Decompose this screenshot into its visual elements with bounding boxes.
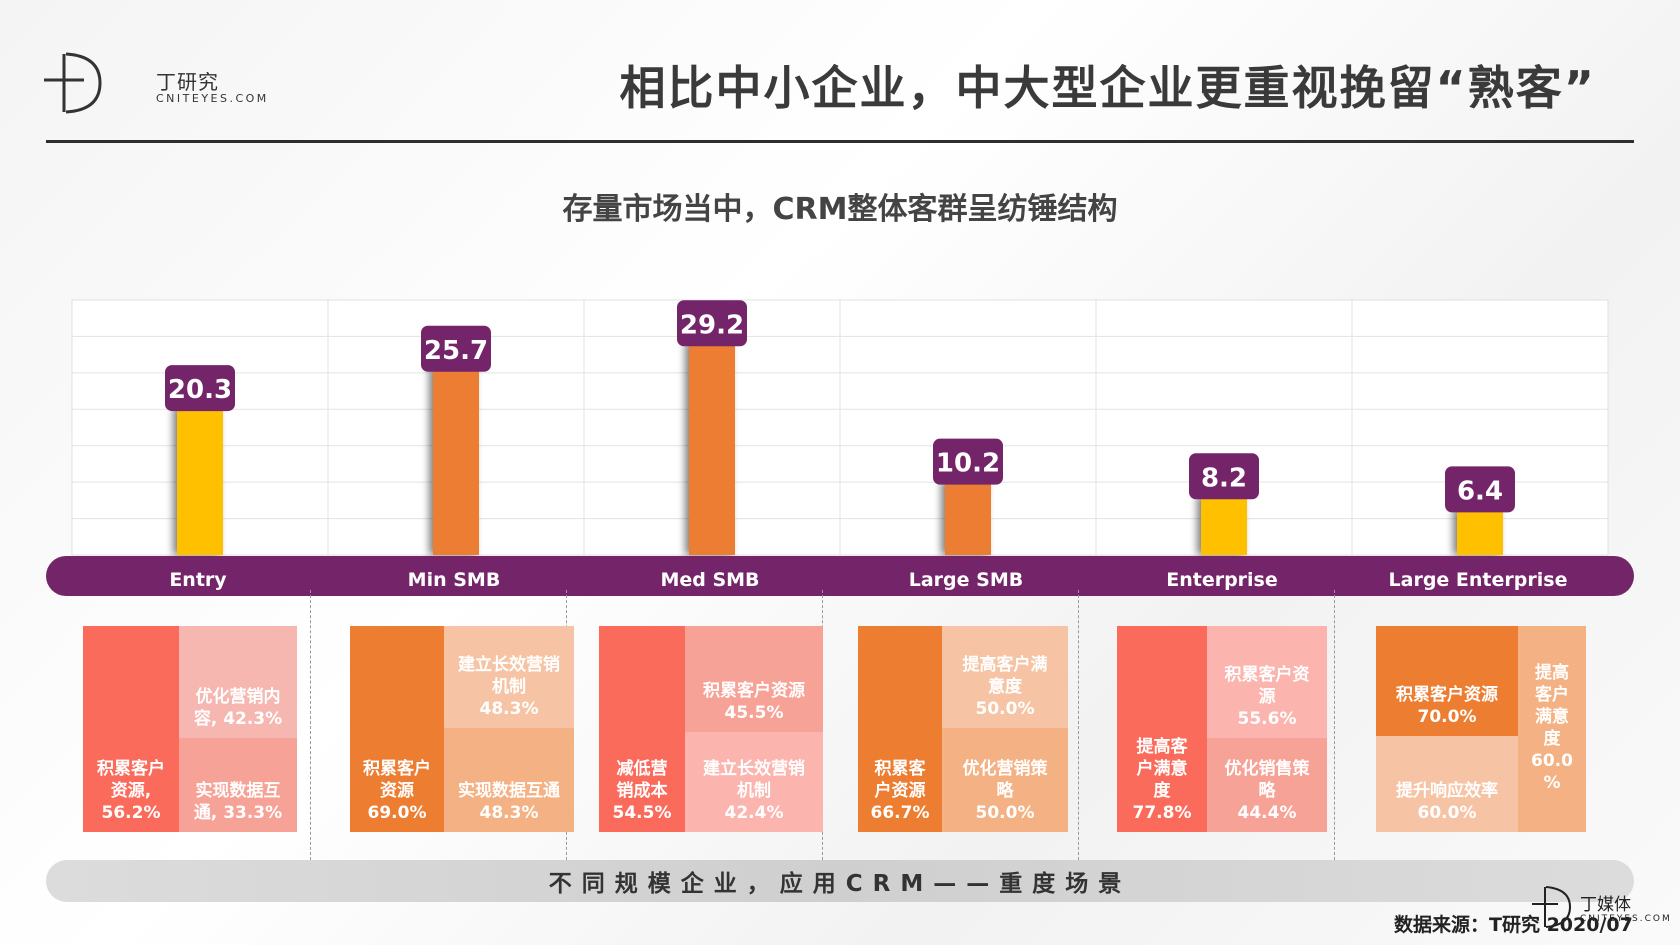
scenario-cell: 提高客户满 意度 50.0% xyxy=(942,626,1068,728)
value-badge xyxy=(165,365,235,412)
scenario-cell: 积累客户资源 45.5% xyxy=(685,626,823,732)
category-label: Min SMB xyxy=(408,569,501,591)
value-label: 6.4 xyxy=(1457,476,1503,506)
category-band-bg xyxy=(46,556,1634,596)
media-logo-en: CNITEYES.COM xyxy=(1580,914,1672,924)
bar-2 xyxy=(433,367,479,555)
value-badge xyxy=(1445,466,1515,513)
scenario-cell: 建立长效营销 机制 48.3% xyxy=(444,626,574,728)
media-logo-icon xyxy=(1532,886,1572,928)
value-label: 20.3 xyxy=(168,375,232,405)
bar-6 xyxy=(1457,508,1503,555)
category-label: Large SMB xyxy=(909,569,1023,591)
page-title: 相比中小企业，中大型企业更重视挽留“熟客” xyxy=(619,61,1596,115)
bottom-banner-label: 不同规模企业，应用CRM——重度场景 xyxy=(548,871,1132,897)
bar-5 xyxy=(1201,495,1247,555)
category-label: Large Enterprise xyxy=(1389,569,1568,591)
chart-bars: 20.3 25.7 29.2 10.2 8.2 6.4 xyxy=(165,300,1515,555)
value-badge xyxy=(677,300,747,347)
scenario-group-6: 积累客户资源 70.0% 提升响应效率 60.0% 提高 客户 满意 度 60.0 … xyxy=(1376,626,1586,832)
category-label: Med SMB xyxy=(660,569,759,591)
bar-4 xyxy=(945,480,991,555)
category-label: Enterprise xyxy=(1166,569,1278,591)
column-divider xyxy=(1078,590,1079,860)
scenario-group-4: 积累客 户资源 66.7% 提高客户满 意度 50.0% 优化营销策 略 50.0% xyxy=(858,626,1068,832)
value-label: 25.7 xyxy=(424,336,488,366)
data-source: 数据来源：T研究 2020/07 xyxy=(1394,914,1633,936)
scenario-cell: 积累客户 资源, 56.2% xyxy=(83,626,179,832)
scenario-cell: 减低营 销成本 54.5% xyxy=(599,626,685,832)
category-label: Entry xyxy=(169,569,227,591)
scenario-group-2: 积累客户 资源 69.0% 建立长效营销 机制 48.3% 实现数据互通 48.3% xyxy=(350,626,574,832)
bar-1 xyxy=(177,407,223,555)
logo-text-cn: 丁研究 xyxy=(156,70,219,94)
value-badge xyxy=(1189,453,1259,500)
brand-logo: 丁研究 CNITEYES.COM xyxy=(44,50,266,120)
title-divider xyxy=(46,140,1634,143)
scenario-group-3: 减低营 销成本 54.5% 积累客户资源 45.5% 建立长效营销 机制 42.4% xyxy=(599,626,823,832)
column-divider xyxy=(310,590,311,860)
value-label: 29.2 xyxy=(680,310,744,340)
chart-grid xyxy=(71,299,1609,556)
scenario-cell: 建立长效营销 机制 42.4% xyxy=(685,732,823,832)
logo-text-en: CNITEYES.COM xyxy=(156,92,269,105)
scenario-cell: 提升响应效率 60.0% xyxy=(1376,736,1518,832)
bar-3 xyxy=(689,342,735,555)
column-divider xyxy=(1334,590,1335,860)
value-badge xyxy=(421,325,491,372)
bottom-banner: 不同规模企业，应用CRM——重度场景 xyxy=(46,860,1634,902)
scenario-cell: 优化营销策 略 50.0% xyxy=(942,728,1068,832)
chart-title: 存量市场当中，CRM整体客群呈纺锤结构 xyxy=(562,192,1118,227)
media-logo-cn: 丁媒体 xyxy=(1580,895,1631,915)
value-label: 10.2 xyxy=(936,449,1000,479)
category-band: Entry Min SMB Med SMB Large SMB Enterprise La… xyxy=(46,556,1634,596)
scenario-group-1: 积累客户 资源, 56.2% 优化营销内 容, 42.3% 实现数据互 通, 33.… xyxy=(83,626,297,832)
scenario-cell: 积累客户资源 70.0% xyxy=(1376,626,1518,736)
scenario-cell: 优化营销内 容, 42.3% xyxy=(179,626,297,738)
scenario-cell: 积累客户资 源 55.6% xyxy=(1207,626,1327,738)
scenario-cell: 实现数据互 通, 33.3% xyxy=(179,738,297,832)
scenario-cell: 提高客 户满意 度 77.8% xyxy=(1117,626,1207,832)
value-label: 8.2 xyxy=(1201,463,1247,493)
scenario-cell: 优化销售策 略 44.4% xyxy=(1207,738,1327,832)
scenario-cell: 积累客 户资源 66.7% xyxy=(858,626,942,832)
scenario-cell: 实现数据互通 48.3% xyxy=(444,728,574,832)
scenario-cell: 积累客户 资源 69.0% xyxy=(350,626,444,832)
media-logo: 丁媒体 CNITEYES.COM xyxy=(1530,884,1680,934)
value-badge xyxy=(933,438,1003,485)
scenario-boxes: 积累客户 资源, 56.2% 优化营销内 容, 42.3% 实现数据互 通, 33.… xyxy=(0,626,1680,832)
scenario-group-5: 提高客 户满意 度 77.8% 积累客户资 源 55.6% 优化销售策 略 44.4… xyxy=(1117,626,1327,832)
scenario-cell: 提高 客户 满意 度 60.0 % xyxy=(1518,626,1586,832)
logo-mark-icon xyxy=(44,52,102,114)
